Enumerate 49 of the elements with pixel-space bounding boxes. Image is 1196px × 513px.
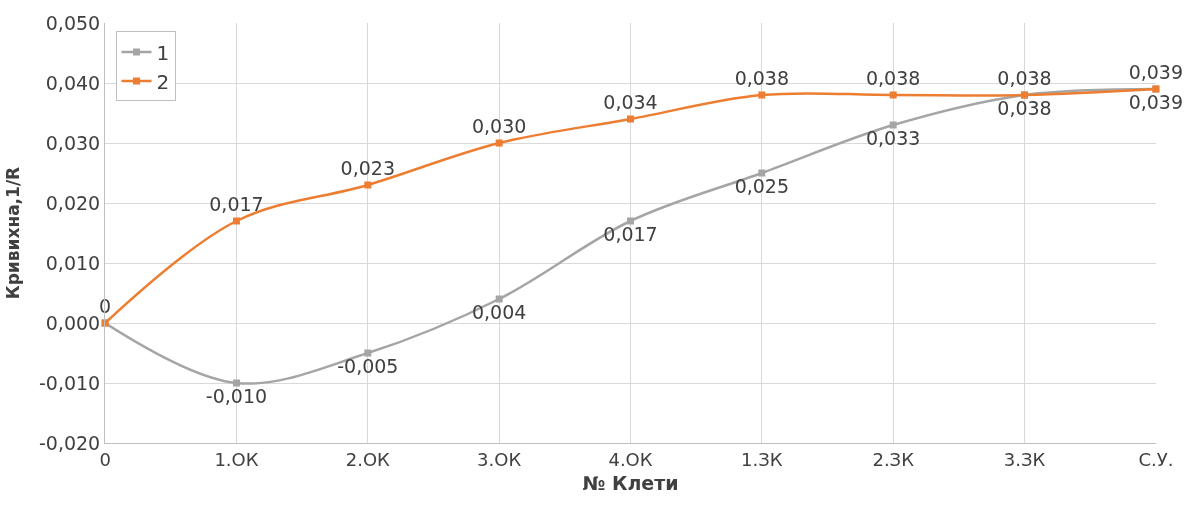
point (758, 91, 766, 99)
x-axis-title: № Клети (582, 472, 679, 495)
x-tick-label: 1.ОК (214, 448, 259, 470)
x-tick-label: 2.ЗК (872, 448, 915, 470)
y-tick-label: 0,010 (45, 251, 101, 274)
y-tick-label: -0,010 (38, 371, 101, 394)
point (364, 181, 372, 189)
x-tick-label: 3.ОК (477, 448, 522, 470)
data-label: 0,039 (1128, 90, 1184, 113)
data-label: 0,023 (340, 156, 396, 179)
y-tick-label: 0,000 (45, 311, 101, 334)
data-label: 0,017 (603, 222, 658, 245)
x-tick-label: 4.ОК (608, 448, 653, 470)
point (889, 121, 897, 129)
point (364, 349, 372, 357)
data-label: 0,004 (471, 300, 527, 323)
x-tick-label: 2.ОК (345, 448, 391, 470)
point (627, 217, 634, 225)
x-tick-label: 0 (99, 448, 111, 470)
data-label: 0,033 (865, 126, 921, 149)
data-label: 0,038 (997, 96, 1052, 119)
y-tick-label: 0,040 (45, 71, 101, 94)
y-axis-title: Кривихна,1/R (2, 166, 23, 300)
point (232, 379, 240, 387)
data-label: 0,038 (865, 66, 921, 89)
y-tick-label: 0,020 (45, 191, 101, 214)
y-tick-label: -0,020 (38, 431, 101, 454)
data-label: 0,038 (997, 66, 1052, 89)
y-tick-label: 0,030 (45, 131, 101, 154)
x-tick-label: С.У. (1138, 448, 1174, 470)
point (889, 91, 897, 99)
data-label: 0,017 (209, 192, 264, 215)
legend-label: 1 (156, 40, 170, 65)
data-label: 0,025 (734, 174, 790, 197)
y-tick-label: 0,050 (45, 11, 101, 34)
data-label: -0,005 (337, 354, 399, 377)
data-label: -0,010 (205, 384, 268, 407)
point (758, 169, 766, 177)
x-tick-label: 3.ЗК (1003, 448, 1046, 470)
point (495, 295, 503, 303)
legend-label: 2 (156, 69, 170, 94)
x-tick-label: 1.ЗК (741, 448, 783, 470)
point (627, 115, 634, 123)
data-label: 0,038 (734, 66, 790, 89)
data-label: 0,030 (471, 114, 527, 137)
point (232, 217, 240, 225)
point (495, 139, 503, 147)
data-label: 0,039 (1128, 60, 1184, 83)
data-label: 0,034 (603, 90, 658, 113)
